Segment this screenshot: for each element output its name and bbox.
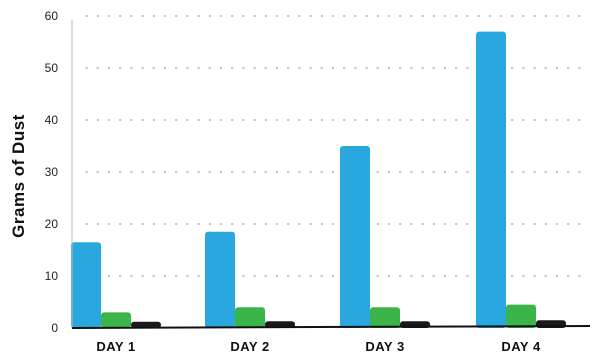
- bar-day-3-series-2: [370, 307, 400, 328]
- bar-day-4-series-2: [506, 304, 536, 328]
- x-tick-label-3: DAY 3: [365, 339, 404, 354]
- bars: [71, 31, 566, 328]
- bar-day-1-series-1: [71, 242, 101, 328]
- x-axis-line: [71, 325, 591, 329]
- y-tick-label-30: 30: [45, 165, 59, 179]
- x-tick-label-2: DAY 2: [230, 339, 269, 354]
- bar-day-2-series-1: [205, 231, 235, 328]
- bar-day-1-series-3: [131, 321, 161, 328]
- bar-day-2-series-2: [235, 307, 265, 328]
- bar-day-4-series-1: [476, 31, 506, 328]
- grid-layer: [85, 15, 581, 277]
- y-tick-label-40: 40: [45, 113, 59, 127]
- y-tick-label-10: 10: [45, 269, 59, 283]
- y-tick-labels: 0 10 20 30 40 50 60: [45, 9, 59, 335]
- y-axis-title: Grams of Dust: [9, 114, 28, 238]
- y-tick-label-60: 60: [45, 9, 59, 23]
- y-tick-label-20: 20: [45, 217, 59, 231]
- x-tick-label-1: DAY 1: [96, 339, 135, 354]
- bar-day-3-series-1: [340, 146, 370, 328]
- x-tick-labels: DAY 1 DAY 2 DAY 3 DAY 4: [96, 339, 541, 354]
- y-tick-label-50: 50: [45, 61, 59, 75]
- y-tick-label-0: 0: [51, 321, 58, 335]
- axes: [71, 20, 591, 329]
- bar-day-1-series-2: [101, 312, 131, 328]
- x-tick-label-4: DAY 4: [501, 339, 541, 354]
